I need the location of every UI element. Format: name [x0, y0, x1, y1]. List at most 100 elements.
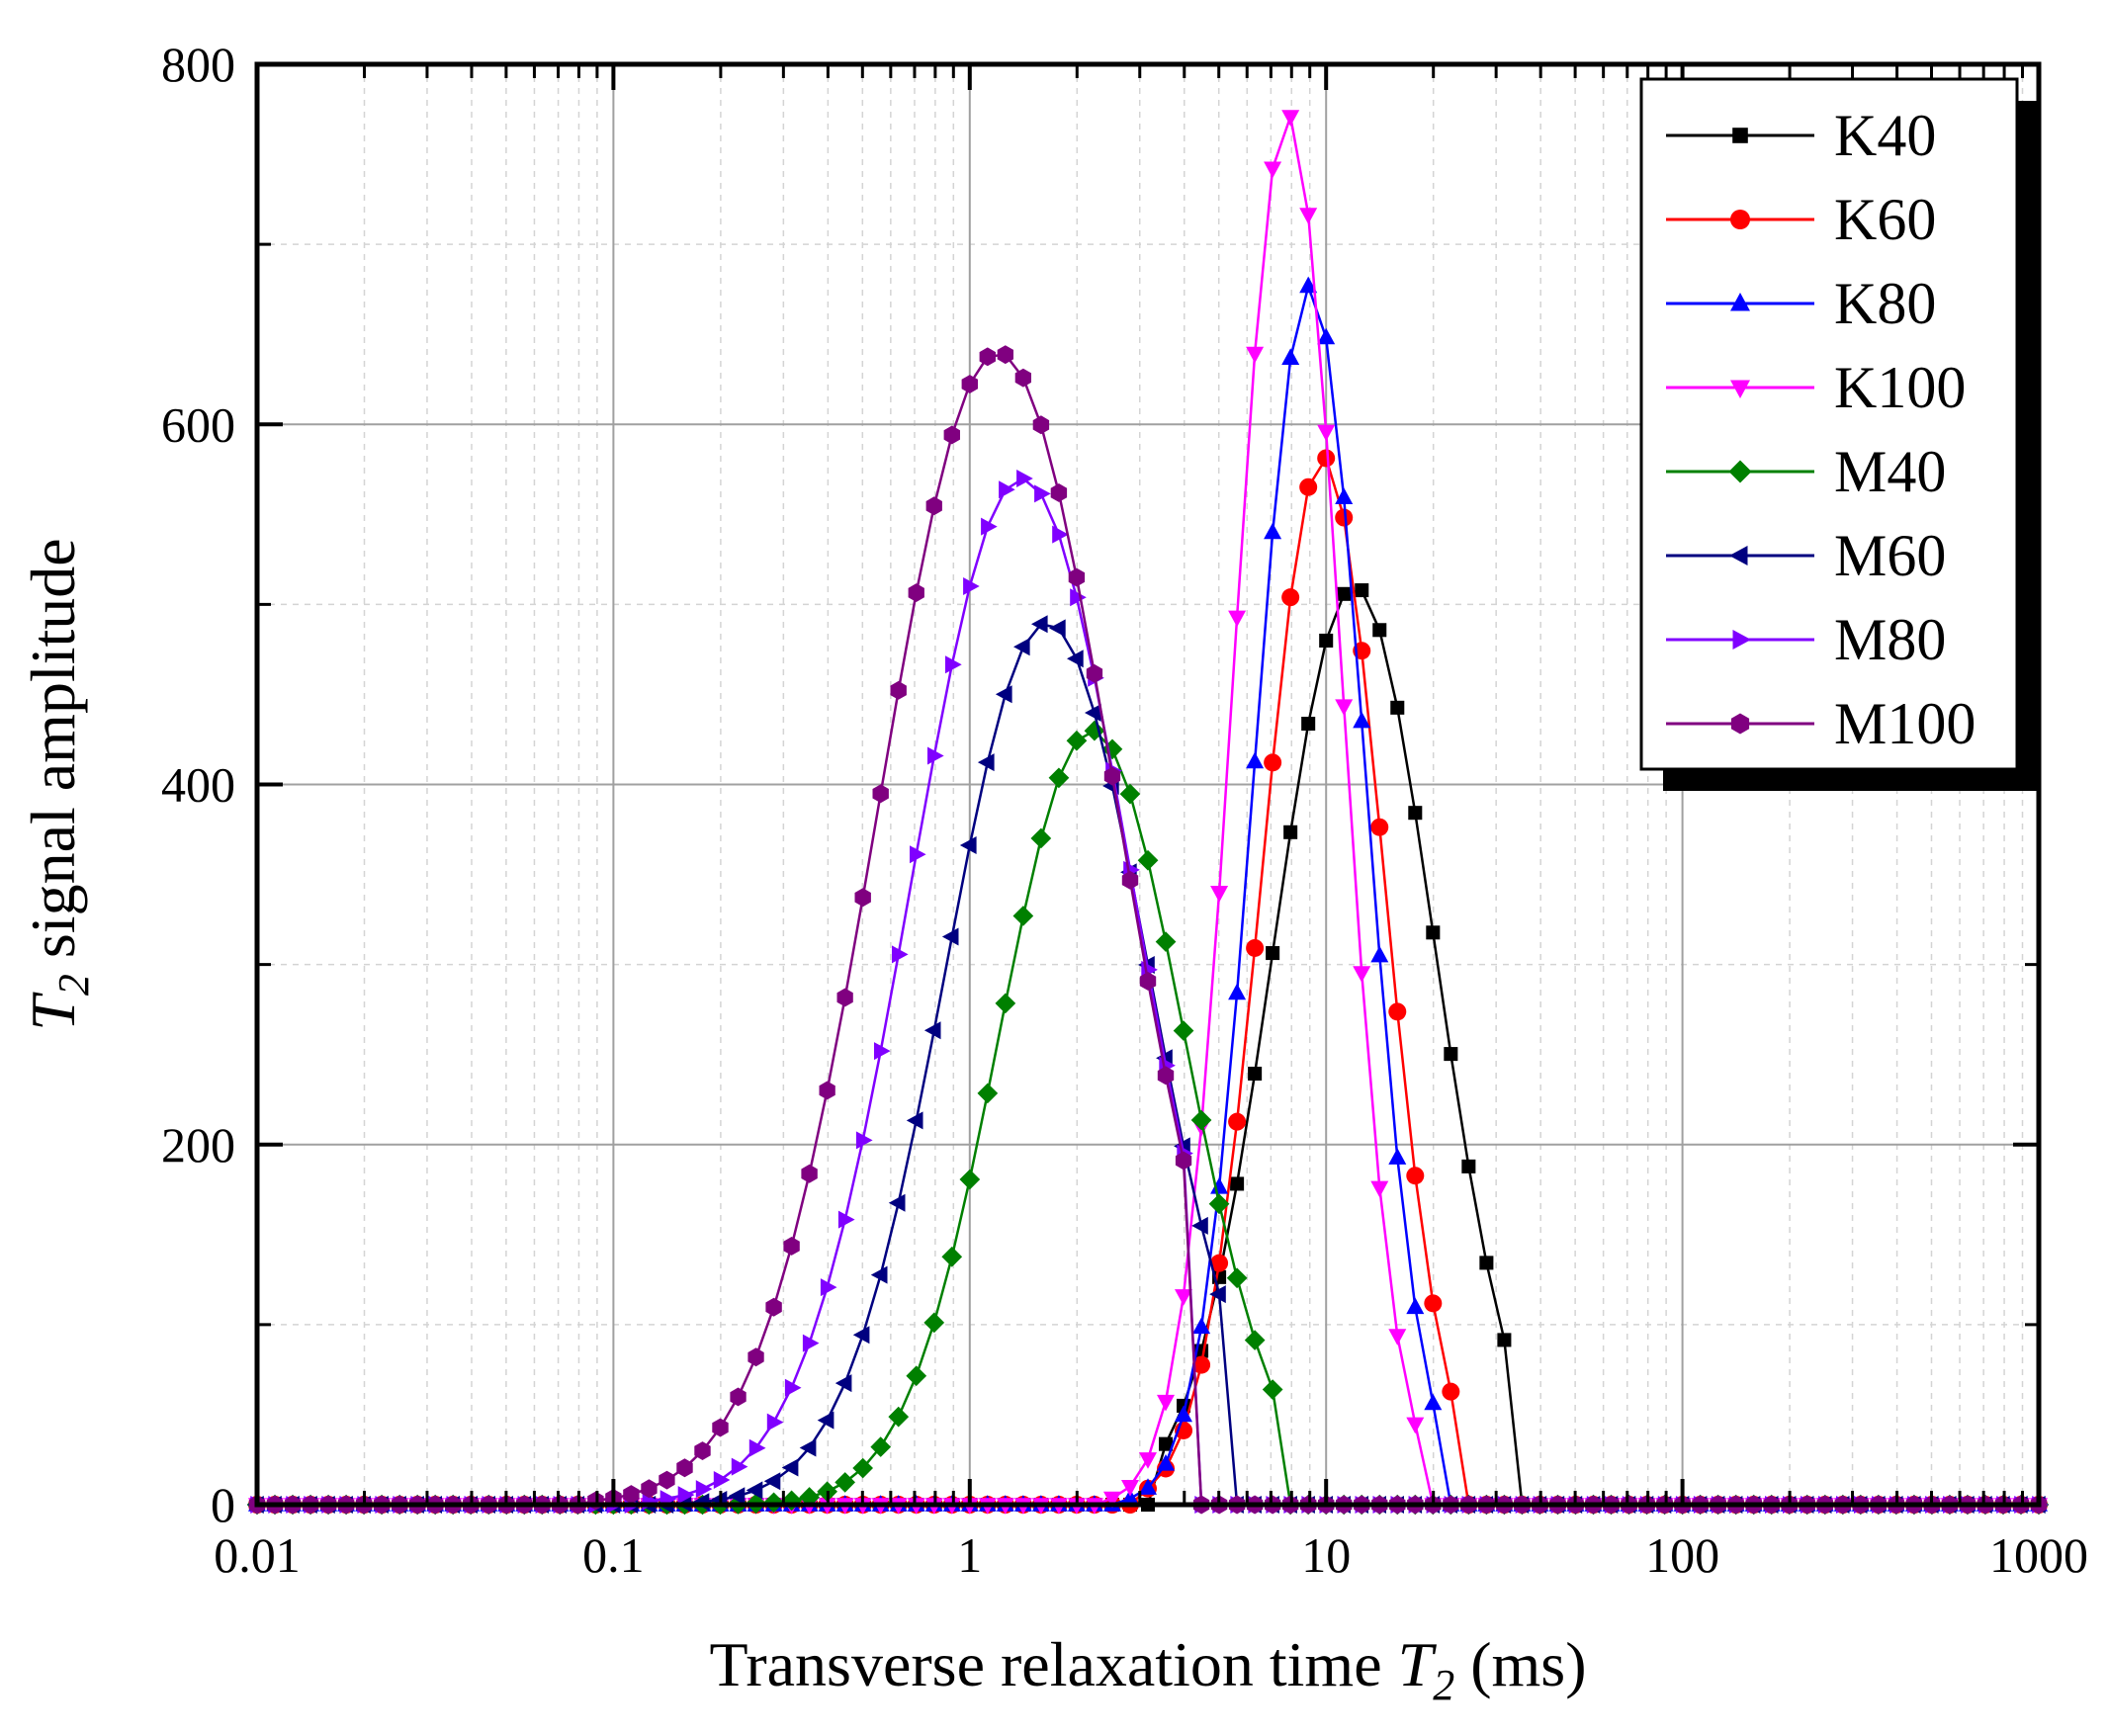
data-point — [941, 1246, 963, 1267]
data-point — [1157, 1066, 1175, 1085]
data-point — [730, 1387, 747, 1407]
data-point — [1442, 1382, 1460, 1401]
series-markers — [248, 345, 2048, 1515]
data-point — [1230, 1176, 1245, 1191]
data-point — [1319, 633, 1334, 649]
data-point — [872, 784, 889, 804]
data-point — [763, 1472, 781, 1491]
data-point — [712, 1418, 729, 1437]
data-point — [1226, 1267, 1248, 1289]
data-point — [1228, 983, 1247, 1000]
data-point — [1728, 460, 1752, 483]
data-point — [923, 1312, 945, 1334]
data-point — [906, 1111, 923, 1130]
x-tick-label: 1000 — [1989, 1527, 2088, 1583]
data-point — [1031, 615, 1048, 634]
data-point — [1139, 972, 1157, 991]
data-point — [728, 1487, 746, 1506]
data-point — [943, 425, 960, 445]
legend-item-k60: K60 — [1666, 187, 1936, 252]
data-point — [1299, 208, 1318, 224]
legend-label: K40 — [1834, 103, 1936, 168]
data-point — [888, 1193, 906, 1212]
data-point — [641, 1479, 658, 1499]
data-point — [1353, 711, 1371, 729]
data-point — [731, 1457, 748, 1476]
data-point — [1209, 1285, 1226, 1304]
data-point — [659, 1470, 675, 1490]
data-point — [1732, 128, 1748, 143]
data-point — [694, 1441, 711, 1460]
data-point — [1210, 1176, 1229, 1194]
data-point — [1424, 1294, 1443, 1313]
legend-label: M100 — [1834, 691, 1976, 756]
data-point — [1317, 449, 1336, 468]
data-point — [999, 480, 1015, 499]
data-point — [1155, 931, 1177, 952]
data-point — [1390, 700, 1405, 715]
data-point — [1244, 1330, 1266, 1350]
data-point — [963, 577, 980, 595]
data-point — [997, 345, 1013, 365]
data-point — [927, 746, 944, 765]
data-point — [890, 680, 907, 700]
data-point — [1070, 588, 1087, 607]
data-point — [1246, 938, 1265, 957]
legend-item-k100: K100 — [1666, 355, 1966, 420]
data-point — [1139, 1452, 1157, 1469]
x-tick-label: 100 — [1645, 1527, 1719, 1583]
data-point — [1479, 1256, 1494, 1270]
y-tick-label: 200 — [161, 1117, 235, 1172]
legend-item-m100: M100 — [1666, 691, 1976, 756]
data-point — [1317, 327, 1336, 345]
data-point — [870, 1436, 892, 1457]
data-point — [1424, 1393, 1443, 1411]
data-point — [1030, 827, 1052, 849]
data-point — [1335, 487, 1354, 504]
data-point — [1159, 1436, 1174, 1451]
data-point — [1048, 767, 1070, 789]
legend-label: K80 — [1834, 271, 1936, 336]
data-point — [874, 1042, 891, 1061]
data-point — [1355, 583, 1369, 598]
data-point — [1406, 1297, 1425, 1315]
data-point — [677, 1486, 695, 1505]
data-point — [1068, 567, 1086, 587]
data-point — [1730, 293, 1750, 311]
data-point — [1192, 1355, 1211, 1374]
data-point — [977, 753, 995, 772]
data-point — [852, 1457, 873, 1479]
data-point — [1210, 886, 1229, 903]
data-point — [1246, 751, 1265, 769]
data-point — [1052, 525, 1069, 544]
data-point — [746, 1481, 763, 1500]
data-point — [836, 988, 853, 1007]
data-point — [981, 517, 998, 536]
data-point — [1228, 1112, 1247, 1131]
data-point — [1050, 483, 1068, 502]
data-point — [1370, 818, 1389, 836]
data-point — [1406, 1417, 1425, 1434]
data-point — [923, 1021, 941, 1040]
data-point — [1281, 348, 1300, 365]
data-point — [979, 347, 996, 367]
data-point — [834, 1472, 855, 1493]
data-point — [1157, 1394, 1175, 1412]
data-point — [1067, 650, 1084, 668]
data-point — [941, 927, 959, 946]
data-point — [1139, 1478, 1157, 1495]
data-point — [925, 496, 942, 516]
data-point — [1119, 783, 1141, 805]
data-point — [781, 1458, 799, 1477]
data-point — [1264, 161, 1282, 179]
data-point — [1049, 619, 1066, 638]
data-point — [1281, 110, 1300, 127]
data-point — [1301, 717, 1316, 732]
data-point — [695, 1480, 713, 1499]
data-point — [959, 1169, 981, 1190]
data-point — [801, 1164, 818, 1183]
data-point — [961, 375, 978, 393]
legend-item-m60: M60 — [1666, 523, 1946, 588]
data-point — [1283, 825, 1298, 839]
